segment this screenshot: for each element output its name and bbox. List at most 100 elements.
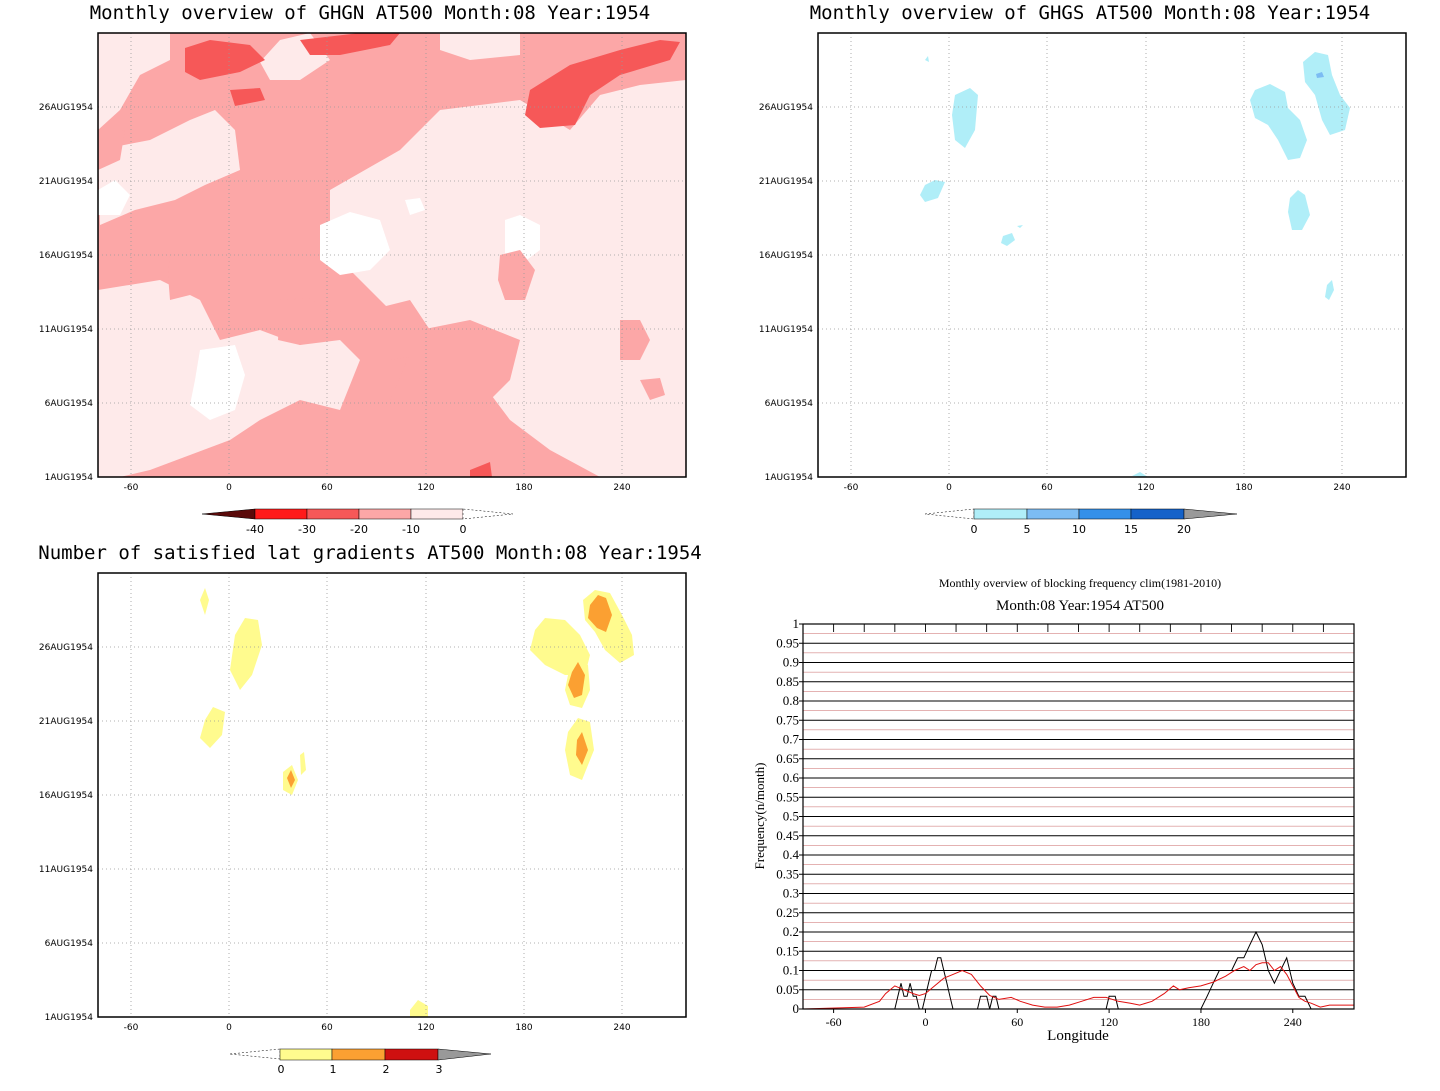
ghgn-y-ticks: 26AUG1954 21AUG1954 16AUG1954 11AUG1954 … xyxy=(39,103,93,483)
ghgs-blob-peak xyxy=(1316,72,1324,78)
ghgs-field xyxy=(920,52,1350,477)
y-tick: 11AUG1954 xyxy=(39,865,93,875)
latgrad-frame xyxy=(97,572,687,1018)
freq-y-tick: 0.05 xyxy=(776,982,799,997)
y-tick: 16AUG1954 xyxy=(759,251,813,261)
x-tick: 0 xyxy=(226,1023,232,1033)
colorbar-label: 0 xyxy=(278,1063,285,1076)
freq-y-tick: 0.6 xyxy=(783,770,800,785)
freq-x-tick: 0 xyxy=(922,1015,928,1029)
freq-y-tick: 0.5 xyxy=(783,809,799,824)
colorbar-label: -40 xyxy=(246,523,264,536)
freq-y-tick: 0.35 xyxy=(776,866,799,881)
freq-x-tick: 120 xyxy=(1100,1015,1118,1029)
x-tick: 240 xyxy=(613,483,630,493)
y-tick: 21AUG1954 xyxy=(759,177,813,187)
y-tick: 11AUG1954 xyxy=(759,325,813,335)
panel-title: Monthly overview of GHGN AT500 Month:08 … xyxy=(89,2,651,24)
y-tick: 11AUG1954 xyxy=(39,325,93,335)
y-tick: 16AUG1954 xyxy=(39,791,93,801)
freq-y-tick: 0.9 xyxy=(783,655,799,670)
freq-y-ticks: 0 0.05 0.1 0.15 0.2 0.25 0.3 0.35 0.4 0.45 0.5 0.55… xyxy=(776,616,803,1016)
x-tick: 240 xyxy=(1333,483,1350,493)
x-tick: 240 xyxy=(613,1023,630,1033)
colorbar-label: 0 xyxy=(971,523,978,536)
y-tick: 21AUG1954 xyxy=(39,717,93,727)
colorbar-label: 15 xyxy=(1124,523,1138,536)
freq-title: Monthly overview of blocking frequency c… xyxy=(938,576,1222,590)
freq-subtitle: Month:08 Year:1954 AT500 xyxy=(996,598,1164,614)
x-tick: 180 xyxy=(515,483,532,493)
freq-y-tick: 0.1 xyxy=(783,963,799,978)
colorbar-label: 5 xyxy=(1024,523,1031,536)
ghgn-plot: -60 0 60 120 180 240 26AUG1954 21AUG1954… xyxy=(39,32,687,536)
x-tick: 120 xyxy=(1137,483,1154,493)
x-tick: 180 xyxy=(515,1023,532,1033)
freq-y-tick: 0.75 xyxy=(776,712,799,727)
latgrad-y-ticks: 26AUG1954 21AUG1954 16AUG1954 11AUG1954 … xyxy=(39,643,93,1023)
colorbar-label: 1 xyxy=(330,1063,337,1076)
freq-series xyxy=(802,930,1354,1010)
x-tick: 120 xyxy=(417,483,434,493)
y-tick: 6AUG1954 xyxy=(765,399,814,409)
x-tick: -60 xyxy=(844,483,859,493)
x-tick: 60 xyxy=(1041,483,1053,493)
ghgs-colorbar: 0 5 10 15 20 xyxy=(924,508,1238,536)
ghgs-plot: -60 0 60 120 180 240 26AUG1954 21AUG1954… xyxy=(759,32,1407,536)
ghgs-frame xyxy=(817,32,1407,478)
x-tick: -60 xyxy=(124,1023,139,1033)
y-tick: 26AUG1954 xyxy=(39,103,93,113)
panel-title: Number of satisfied lat gradients AT500 … xyxy=(38,542,702,564)
freq-y-tick: 0 xyxy=(793,1001,800,1016)
freq-x-tick: 240 xyxy=(1284,1015,1302,1029)
colorbar-label: -30 xyxy=(298,523,316,536)
freq-xlabel: Longitude xyxy=(1047,1028,1109,1044)
colorbar-label: 20 xyxy=(1177,523,1191,536)
freq-series-line-1 xyxy=(802,962,1354,1010)
freq-x-tick: 60 xyxy=(1011,1015,1023,1029)
panel-latgrad: Number of satisfied lat gradients AT500 … xyxy=(0,540,720,1091)
y-tick: 26AUG1954 xyxy=(759,103,813,113)
freq-y-tick: 0.2 xyxy=(783,924,799,939)
ghgs-x-ticks: -60 0 60 120 180 240 xyxy=(844,483,1351,493)
panel-ghgs: Monthly overview of GHGS AT500 Month:08 … xyxy=(720,0,1440,545)
colorbar-label: 10 xyxy=(1072,523,1086,536)
freq-y-tick: 0.15 xyxy=(776,943,799,958)
freq-y-tick: 0.55 xyxy=(776,789,799,804)
freq-y-tick: 0.65 xyxy=(776,751,799,766)
colorbar-label: 2 xyxy=(383,1063,390,1076)
freq-y-tick: 0.95 xyxy=(776,635,799,650)
x-tick: 120 xyxy=(417,1023,434,1033)
freq-x-tick: -60 xyxy=(826,1015,842,1029)
panel-ghgn: Monthly overview of GHGN AT500 Month:08 … xyxy=(0,0,720,545)
colorbar-label: 0 xyxy=(460,523,467,536)
ghgn-frame xyxy=(97,32,687,478)
colorbar-label: -10 xyxy=(402,523,420,536)
y-tick: 1AUG1954 xyxy=(765,473,814,483)
latgrad-colorbar: 0 1 2 3 xyxy=(229,1048,492,1076)
y-tick: 1AUG1954 xyxy=(45,1013,94,1023)
colorbar-label: 3 xyxy=(436,1063,443,1076)
x-tick: 60 xyxy=(321,1023,333,1033)
latgrad-x-ticks: -60 0 60 120 180 240 xyxy=(124,1023,631,1033)
freq-y-tick: 0.4 xyxy=(783,847,800,862)
panel-frequency: Monthly overview of blocking frequency c… xyxy=(720,570,1440,1091)
ghgn-field xyxy=(98,33,686,477)
x-tick: 180 xyxy=(1235,483,1252,493)
freq-series-line-0 xyxy=(803,930,1354,1010)
x-tick: 0 xyxy=(226,483,232,493)
y-tick: 1AUG1954 xyxy=(45,473,94,483)
x-tick: 0 xyxy=(946,483,952,493)
freq-y-tick: 0.85 xyxy=(776,674,799,689)
freq-y-tick: 0.7 xyxy=(783,732,800,747)
frequency-chart: -60 0 60 120 180 240 0 0.05 0.1 0.15 0.2 0.25 0.3 0.… xyxy=(752,616,1355,1044)
x-tick: -60 xyxy=(124,483,139,493)
ghgn-colorbar: -40 -30 -20 -10 0 xyxy=(201,508,514,536)
y-tick: 6AUG1954 xyxy=(45,399,94,409)
y-tick: 6AUG1954 xyxy=(45,939,94,949)
panel-title: Monthly overview of GHGS AT500 Month:08 … xyxy=(809,2,1371,24)
ghgn-x-ticks: -60 0 60 120 180 240 xyxy=(124,483,631,493)
latgrad-field xyxy=(200,588,634,1017)
freq-y-tick: 1 xyxy=(793,616,800,631)
freq-ylabel: Frequency(n/month) xyxy=(752,763,767,870)
